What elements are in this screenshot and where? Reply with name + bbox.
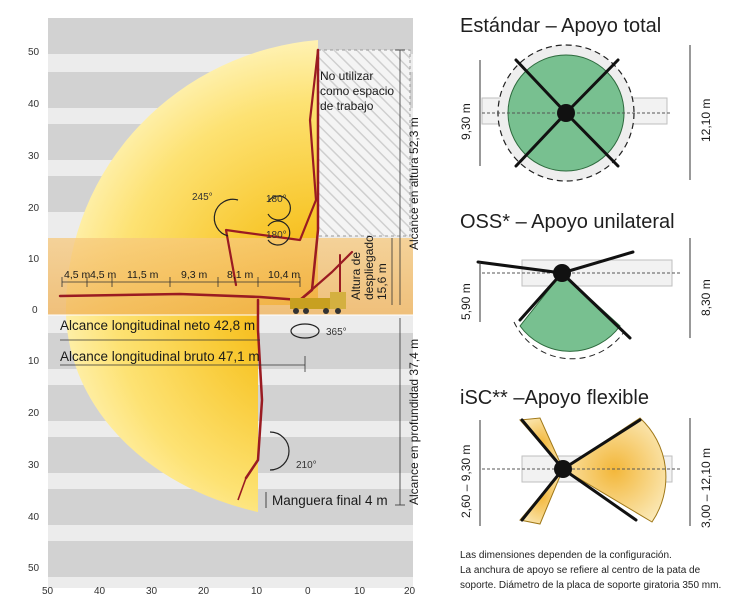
x-tick: 20 [404,586,416,597]
y-tick: 20 [28,408,40,419]
x-tick: 50 [42,586,54,597]
height-reach-label: Alcance en altura 52,3 m [407,117,421,250]
left-dim: 2,60 – 9,30 m [459,445,473,518]
x-tick: 0 [305,586,311,597]
segment-label: 8,1 m [227,269,254,281]
pump-truck [290,292,346,314]
footnote-line: Las dimensiones dependen de la configura… [460,550,672,561]
unfold-height-line2: despliegado [362,235,376,300]
x-axis-ticks: 50 40 30 20 10 0 10 20 [42,586,416,597]
vertical-reach-arrows [391,49,405,506]
y-tick: 20 [28,203,40,214]
gross-reach-label: Alcance longitudinal bruto 47,1 m [60,349,260,364]
no-use-label: No utilizar como espacio de trabajo [320,69,394,113]
y-tick: 0 [32,305,38,316]
y-tick: 50 [28,563,40,574]
x-tick: 20 [198,586,210,597]
angle-180-top: 180° [266,194,287,205]
y-tick: 30 [28,460,40,471]
right-dim: 12,10 m [699,99,713,142]
segment-label: 9,3 m [181,269,208,281]
footnote: Las dimensiones dependen de la configura… [460,550,721,591]
no-use-line3: de trabajo [320,99,374,113]
unfold-height-line1: Altura de [349,252,363,300]
x-tick: 10 [251,586,263,597]
unfold-height-label: Altura de despliegado 15,6 m [349,235,389,300]
panel-title: iSC** –Apoyo flexible [460,387,649,409]
panel-oss: OSS* – Apoyo unilateral 5,90 m 8,30 m [459,211,713,360]
rotation-arrows [213,195,320,471]
angle-210: 210° [296,460,317,471]
footnote-line: soporte. Diámetro de la placa de soporte… [460,580,721,591]
y-tick: 10 [28,254,40,265]
segment-labels: 4,5 m 4,5 m 11,5 m 9,3 m 8,1 m 10,4 m [64,269,300,281]
segment-label: 4,5 m [90,269,117,281]
panel-title: Estándar – Apoyo total [460,15,661,37]
footnote-line: La anchura de apoyo se refiere al centro… [460,565,701,576]
y-axis-ticks: 50 40 30 20 10 0 10 20 30 40 50 [28,47,40,574]
panel-title: OSS* – Apoyo unilateral [460,211,675,233]
x-tick: 40 [94,586,106,597]
range-chart: 4,5 m 4,5 m 11,5 m 9,3 m 8,1 m 10,4 m Al… [28,18,421,597]
end-hose-label: Manguera final 4 m [265,492,388,508]
depth-reach-label: Alcance en profundidad 37,4 m [407,339,421,505]
boom-arm [58,48,354,480]
end-hose-text: Manguera final 4 m [272,493,388,508]
y-tick: 40 [28,512,40,523]
segment-label: 4,5 m [64,269,91,281]
angle-365: 365° [326,327,347,338]
y-tick: 30 [28,151,40,162]
y-tick: 40 [28,99,40,110]
left-dim: 9,30 m [459,103,473,140]
angle-180-bottom: 180° [266,230,287,241]
no-use-area [318,50,410,236]
y-tick: 50 [28,47,40,58]
reach-lines: Alcance longitudinal neto 42,8 m Alcance… [60,318,306,372]
segment-label: 11,5 m [127,269,159,281]
no-use-line2: como espacio [320,84,394,98]
end-hose [237,477,247,501]
y-tick: 10 [28,356,40,367]
right-dim: 3,00 – 12,10 m [699,448,713,528]
no-use-line1: No utilizar [320,69,373,83]
x-tick: 30 [146,586,158,597]
net-reach-label: Alcance longitudinal neto 42,8 m [60,318,255,333]
segment-label: 10,4 m [268,269,300,281]
panel-isc: iSC** –Apoyo flexible 2,60 – 9,30 m 3,00… [459,387,713,528]
x-tick: 10 [354,586,366,597]
segment-dimension-line [61,277,301,287]
angle-245: 245° [192,192,213,203]
right-dim: 8,30 m [699,279,713,316]
panel-standard: Estándar – Apoyo total 9,30 m 12,10 m [459,15,713,182]
left-dim: 5,90 m [459,283,473,320]
unfold-height-line3: 15,6 m [375,263,389,300]
